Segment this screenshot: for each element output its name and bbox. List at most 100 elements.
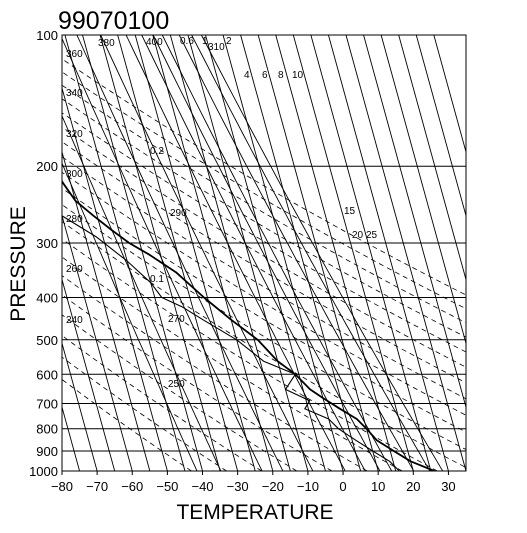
mixing-ratio-line [62, 162, 198, 471]
x-tick-label: −40 [191, 479, 213, 494]
isotherm-line [310, 35, 432, 471]
mixing-ratio-label: 25 [366, 230, 378, 241]
moist-adiabat-label: 290 [170, 208, 187, 219]
mixing-ratio-line [152, 35, 381, 471]
y-tick-label: 700 [36, 396, 58, 411]
isotherm-line [169, 35, 291, 471]
mixing-ratio-line [100, 35, 314, 471]
x-tick-label: −50 [156, 479, 178, 494]
grid-layer [62, 35, 466, 471]
y-tick-label: 300 [36, 236, 58, 251]
isotherm-line [433, 35, 466, 154]
moist-adiabat-label: 270 [168, 314, 185, 325]
isotherm-line [222, 35, 344, 471]
mixing-ratio-label: 8 [278, 70, 284, 81]
axes-layer: −80 −70 −60 −50 −40 −30 −20 −10 0 10 20 30 100 200 300… [29, 28, 467, 494]
dry-adiabat-line [62, 171, 466, 416]
dry-adiabat-line [62, 71, 466, 310]
mixing-ratio-line [161, 35, 393, 471]
isotherm-line [62, 341, 98, 471]
chart-title: 99070100 [58, 7, 169, 35]
dry-adiabat-line [62, 221, 466, 469]
dry-adiabat-label: 380 [98, 38, 115, 49]
isotherm-line [62, 150, 151, 471]
isotherm-line [64, 35, 186, 471]
dry-adiabat-label: 300 [66, 169, 83, 180]
mixing-ratio-label: 0.2 [150, 146, 164, 157]
x-tick-label: −70 [86, 479, 108, 494]
isotherm-line [398, 35, 466, 282]
x-tick-label: 30 [441, 479, 455, 494]
mixing-ratio-label: 0.1 [150, 274, 164, 285]
temperature-trace [62, 179, 435, 471]
x-tick-label: −60 [121, 479, 143, 494]
dry-adiabat-line [62, 126, 466, 368]
y-tick-label: 500 [36, 333, 58, 348]
isotherm-line [328, 35, 449, 471]
isotherm-line [62, 277, 116, 471]
mixing-ratio-label: 20 [352, 230, 364, 241]
x-tick-label: −80 [51, 479, 73, 494]
x-tick-label: 10 [371, 479, 385, 494]
mixing-ratio-label: 15 [344, 206, 356, 217]
dry-adiabat-label: 360 [66, 49, 83, 60]
isotherm-line [292, 35, 414, 471]
series-layer [62, 179, 435, 471]
dry-adiabat-label: 240 [66, 315, 83, 326]
plot-frame [61, 34, 467, 472]
dry-adiabat-line [62, 204, 466, 451]
dry-adiabat-line [62, 335, 262, 471]
mixing-ratio-line [125, 35, 346, 471]
y-tick-label: 100 [36, 28, 58, 43]
dry-adiabat-line [62, 187, 466, 433]
y-tick-label: 200 [36, 159, 58, 174]
x-tick-label: −30 [227, 479, 249, 494]
dry-adiabat-line [62, 256, 403, 471]
mixing-ratio-label: 6 [262, 70, 268, 81]
dry-adiabat-label: 280 [66, 214, 83, 225]
moist-adiabat-label: 250 [168, 379, 185, 390]
x-tick-label: 20 [406, 479, 420, 494]
isotherm-line [380, 35, 466, 346]
mixing-ratio-label: 10 [292, 70, 304, 81]
mixing-ratio-label: 1 [202, 36, 208, 47]
dry-adiabat-line [62, 141, 466, 384]
dry-adiabat-label: 340 [66, 88, 83, 99]
isotherm-line [363, 35, 466, 409]
y-tick-label: 900 [36, 444, 58, 459]
isotherm-line [415, 35, 466, 218]
mixing-ratio-label: 4 [244, 70, 250, 81]
isotherm-line [345, 35, 466, 471]
mixing-ratio-label: 0.6 [180, 36, 194, 47]
moist-adiabat-label: 310 [208, 42, 225, 53]
isotherm-line [152, 35, 274, 471]
mixing-ratio-line [191, 35, 431, 471]
mixing-ratio-line [62, 114, 222, 471]
overlay-layer [62, 35, 466, 471]
mixing-ratio-line [141, 35, 366, 471]
isotherm-line [187, 35, 309, 471]
mixing-ratio-line [76, 35, 284, 471]
isotherm-line [134, 35, 256, 471]
dry-adiabat-line [62, 379, 192, 471]
y-tick-label: 800 [36, 422, 58, 437]
isotherm-line [275, 35, 397, 471]
y-tick-label: 600 [36, 367, 58, 382]
dry-adiabat-line [62, 58, 466, 296]
dry-adiabat-label: 260 [66, 264, 83, 275]
y-tick-label: 1000 [29, 464, 58, 479]
x-tick-label: −20 [262, 479, 284, 494]
dry-adiabat-label: 320 [66, 129, 83, 140]
dry-adiabat-line [62, 356, 227, 471]
moist-adiabat-label: 400 [146, 37, 163, 48]
x-axis-label: TEMPERATURE [176, 501, 333, 524]
mixing-ratio-line [178, 35, 415, 471]
isotherm-line [205, 35, 326, 471]
mixing-ratio-label: 2 [226, 36, 232, 47]
x-tick-label: −10 [297, 479, 319, 494]
dry-adiabat-line [62, 238, 438, 471]
isotherm-line [99, 35, 221, 471]
y-tick-label: 400 [36, 290, 58, 305]
